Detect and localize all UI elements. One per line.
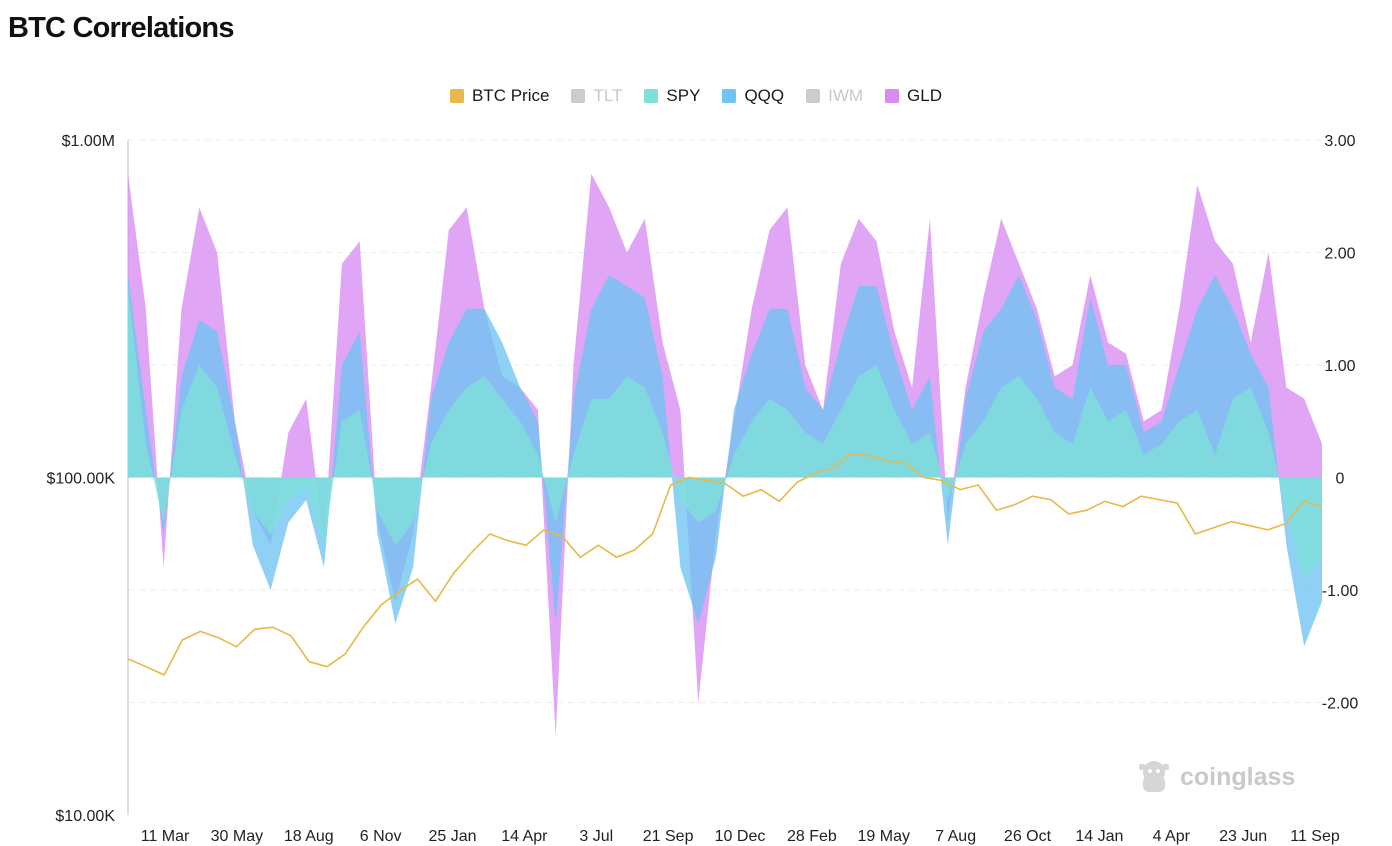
legend-label-btc-price: BTC Price: [471, 86, 550, 105]
y-right-tick-label: 3.00: [1324, 133, 1355, 150]
x-tick-label: 10 Dec: [715, 828, 766, 845]
x-tick-label: 14 Apr: [501, 828, 548, 845]
legend-item-spy[interactable]: SPY: [644, 86, 700, 106]
x-tick-label: 25 Jan: [428, 828, 476, 845]
x-tick-label: 6 Nov: [360, 828, 402, 845]
x-tick-label: 23 Jun: [1219, 828, 1267, 845]
legend-label-iwm: IWM: [828, 86, 864, 105]
y-left-tick-label: $100.00K: [46, 471, 115, 488]
y-right-tick-label: 1.00: [1324, 358, 1355, 375]
legend-item-gld[interactable]: GLD: [885, 86, 942, 106]
legend-item-tlt[interactable]: TLT: [571, 86, 622, 106]
legend-swatch-qqq: [722, 89, 737, 103]
legend-item-btc-price[interactable]: BTC Price: [449, 86, 550, 106]
coinglass-logo-icon: [1139, 761, 1169, 792]
line-series-btc-price: [127, 452, 1323, 676]
y-right-tick-label: 2.00: [1324, 246, 1355, 263]
y-left-tick-label: $10.00K: [55, 808, 115, 825]
legend-swatch-gld: [885, 89, 900, 103]
y-left-tick-label: $1.00M: [62, 133, 115, 150]
legend-label-tlt: TLT: [593, 86, 623, 105]
legend-swatch-btc-price: [449, 89, 464, 103]
x-tick-label: 18 Aug: [284, 828, 334, 845]
legend-item-iwm[interactable]: IWM: [806, 86, 863, 106]
watermark-text: coinglass: [1180, 762, 1296, 791]
legend-label-gld: GLD: [907, 86, 943, 105]
x-tick-label: 19 May: [858, 828, 910, 845]
x-tick-label: 3 Jul: [579, 828, 613, 845]
y-right-tick-label: 0: [1336, 471, 1345, 488]
x-tick-label: 28 Feb: [787, 828, 837, 845]
coinglass-watermark: coinglass: [1136, 758, 1295, 796]
area-series-qqq: [128, 275, 1322, 647]
legend-swatch-tlt: [571, 89, 586, 103]
legend-swatch-spy: [644, 89, 659, 103]
x-tick-label: 7 Aug: [935, 828, 976, 845]
area-series-spy: [128, 286, 1322, 579]
x-tick-label: 11 Sep: [1290, 828, 1340, 845]
chart-legend: BTC Price TLT SPY QQQ IWM GLD: [0, 86, 1392, 106]
x-tick-label: 21 Sep: [643, 828, 694, 845]
legend-label-spy: SPY: [666, 86, 701, 105]
chart-title: BTC Correlations: [8, 12, 234, 44]
x-tick-label: 26 Oct: [1004, 828, 1052, 845]
x-tick-label: 30 May: [211, 828, 263, 845]
legend-item-qqq[interactable]: QQQ: [722, 86, 784, 106]
legend-label-qqq: QQQ: [744, 86, 785, 105]
x-tick-label: 4 Apr: [1153, 828, 1191, 845]
legend-swatch-iwm: [806, 89, 821, 103]
x-tick-label: 11 Mar: [141, 828, 190, 845]
y-right-tick-label: -1.00: [1322, 583, 1359, 600]
x-tick-label: 14 Jan: [1075, 828, 1123, 845]
y-right-tick-label: -2.00: [1322, 696, 1359, 713]
